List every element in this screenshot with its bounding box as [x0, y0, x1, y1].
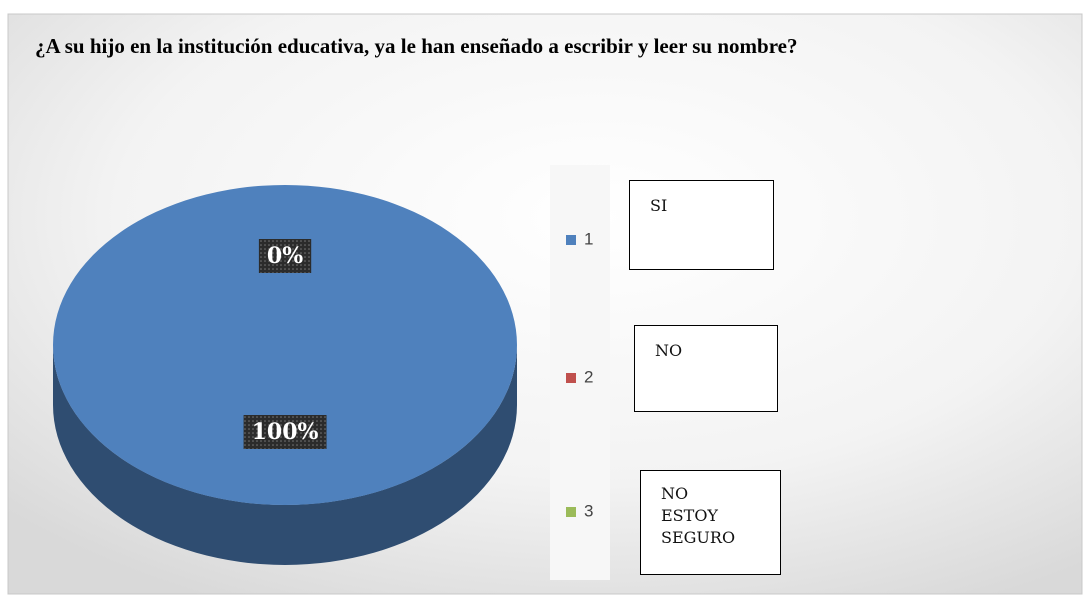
text-box: SI — [629, 180, 774, 270]
pie-slice — [52, 184, 517, 506]
legend-label: 1 — [584, 229, 593, 248]
data-label: 100% — [252, 419, 319, 445]
legend-label: 3 — [584, 501, 593, 520]
legend-panel — [550, 165, 610, 580]
data-label-box — [258, 239, 312, 273]
legend-swatch — [566, 373, 576, 383]
legend-swatch — [566, 507, 576, 517]
data-label-box — [243, 415, 327, 449]
text-box: NO ESTOY SEGURO — [640, 470, 781, 575]
pie-side — [53, 345, 517, 565]
legend-label: 2 — [584, 367, 593, 386]
text-box: NO — [634, 325, 778, 412]
chart-title: ¿A su hijo en la institución educativa, … — [35, 34, 797, 58]
legend-swatch — [566, 235, 576, 245]
data-label: 0% — [267, 243, 303, 269]
